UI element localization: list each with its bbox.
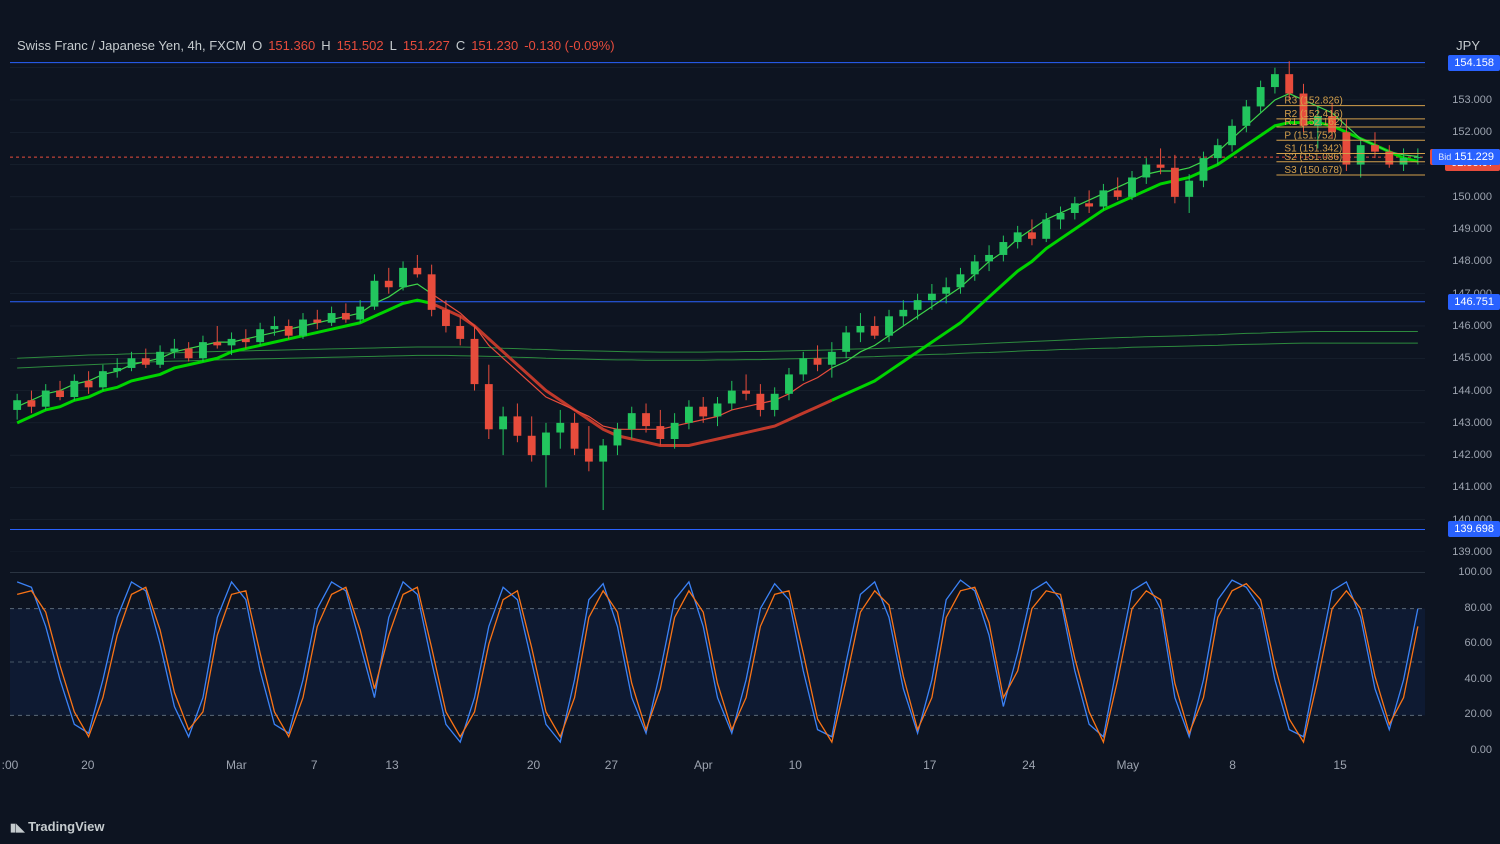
svg-text:S2 (151.086): S2 (151.086): [1284, 152, 1342, 163]
ohlc-c: 151.230: [471, 38, 518, 53]
y-tick: 153.000: [1452, 94, 1492, 106]
chart-header: Swiss Franc / Japanese Yen, 4h, FXCM O 15…: [17, 38, 615, 53]
x-tick: :00: [2, 758, 19, 772]
x-tick: 17: [923, 758, 936, 772]
x-tick: 7: [311, 758, 318, 772]
y-tick: 152.000: [1452, 126, 1492, 138]
price-tag: 146.751: [1448, 294, 1500, 310]
x-tick: 15: [1333, 758, 1346, 772]
svg-text:R3 (152.826): R3 (152.826): [1284, 96, 1342, 107]
ohlc-o: 151.360: [268, 38, 315, 53]
y-tick: 150.000: [1452, 191, 1492, 203]
y-tick: 139.000: [1452, 546, 1492, 558]
y-tick: 145.000: [1452, 352, 1492, 364]
price-tag: Bid151.229: [1432, 149, 1500, 165]
x-tick: 13: [385, 758, 398, 772]
ohlc-l: 151.227: [403, 38, 450, 53]
y-tick: 142.000: [1452, 449, 1492, 461]
ohlc-h: 151.502: [337, 38, 384, 53]
oscillator-panel[interactable]: [10, 572, 1425, 750]
price-change: -0.130 (-0.09%): [524, 38, 614, 53]
y-tick: 141.000: [1452, 481, 1492, 493]
x-tick: 20: [81, 758, 94, 772]
symbol-name[interactable]: Swiss Franc / Japanese Yen, 4h, FXCM: [17, 38, 246, 53]
osc-tick: 20.00: [1464, 708, 1492, 720]
y-tick: 144.000: [1452, 385, 1492, 397]
osc-tick: 0.00: [1471, 744, 1492, 756]
x-tick: Mar: [226, 758, 247, 772]
x-tick: 10: [789, 758, 802, 772]
x-tick: 8: [1229, 758, 1236, 772]
price-y-axis[interactable]: 139.000140.000141.000142.000143.000144.0…: [1430, 58, 1500, 552]
osc-tick: 40.00: [1464, 673, 1492, 685]
y-tick: 149.000: [1452, 223, 1492, 235]
main-price-chart[interactable]: R3 (152.826)R2 (152.416)R1 (152.162)P (1…: [10, 58, 1425, 552]
x-tick: May: [1117, 758, 1140, 772]
y-tick: 148.000: [1452, 255, 1492, 267]
ohlc-h-label: H: [321, 38, 330, 53]
currency-label: JPY: [1456, 38, 1480, 53]
x-tick: 24: [1022, 758, 1035, 772]
y-tick: 143.000: [1452, 417, 1492, 429]
oscillator-svg: [10, 573, 1425, 751]
ohlc-o-label: O: [252, 38, 262, 53]
chart-container: Swiss Franc / Japanese Yen, 4h, FXCM O 15…: [0, 0, 1500, 844]
main-chart-svg: R3 (152.826)R2 (152.416)R1 (152.162)P (1…: [10, 58, 1425, 552]
oscillator-y-axis[interactable]: 0.0020.0040.0060.0080.00100.00: [1430, 572, 1500, 750]
osc-tick: 60.00: [1464, 637, 1492, 649]
price-tag: 154.158: [1448, 55, 1500, 71]
svg-text:P (151.752): P (151.752): [1284, 130, 1336, 141]
x-tick: 20: [527, 758, 540, 772]
tradingview-logo[interactable]: ▮◣ TradingView: [10, 819, 104, 834]
y-tick: 146.000: [1452, 320, 1492, 332]
svg-text:R1 (152.162): R1 (152.162): [1284, 117, 1342, 128]
x-tick: 27: [605, 758, 618, 772]
ohlc-c-label: C: [456, 38, 465, 53]
x-tick: Apr: [694, 758, 713, 772]
price-tag: 139.698: [1448, 521, 1500, 537]
ohlc-l-label: L: [390, 38, 397, 53]
time-x-axis[interactable]: :0020Mar7132027Apr101724May815: [10, 758, 1425, 788]
svg-text:S3 (150.678): S3 (150.678): [1284, 165, 1342, 176]
osc-tick: 80.00: [1464, 602, 1492, 614]
osc-tick: 100.00: [1458, 566, 1492, 578]
